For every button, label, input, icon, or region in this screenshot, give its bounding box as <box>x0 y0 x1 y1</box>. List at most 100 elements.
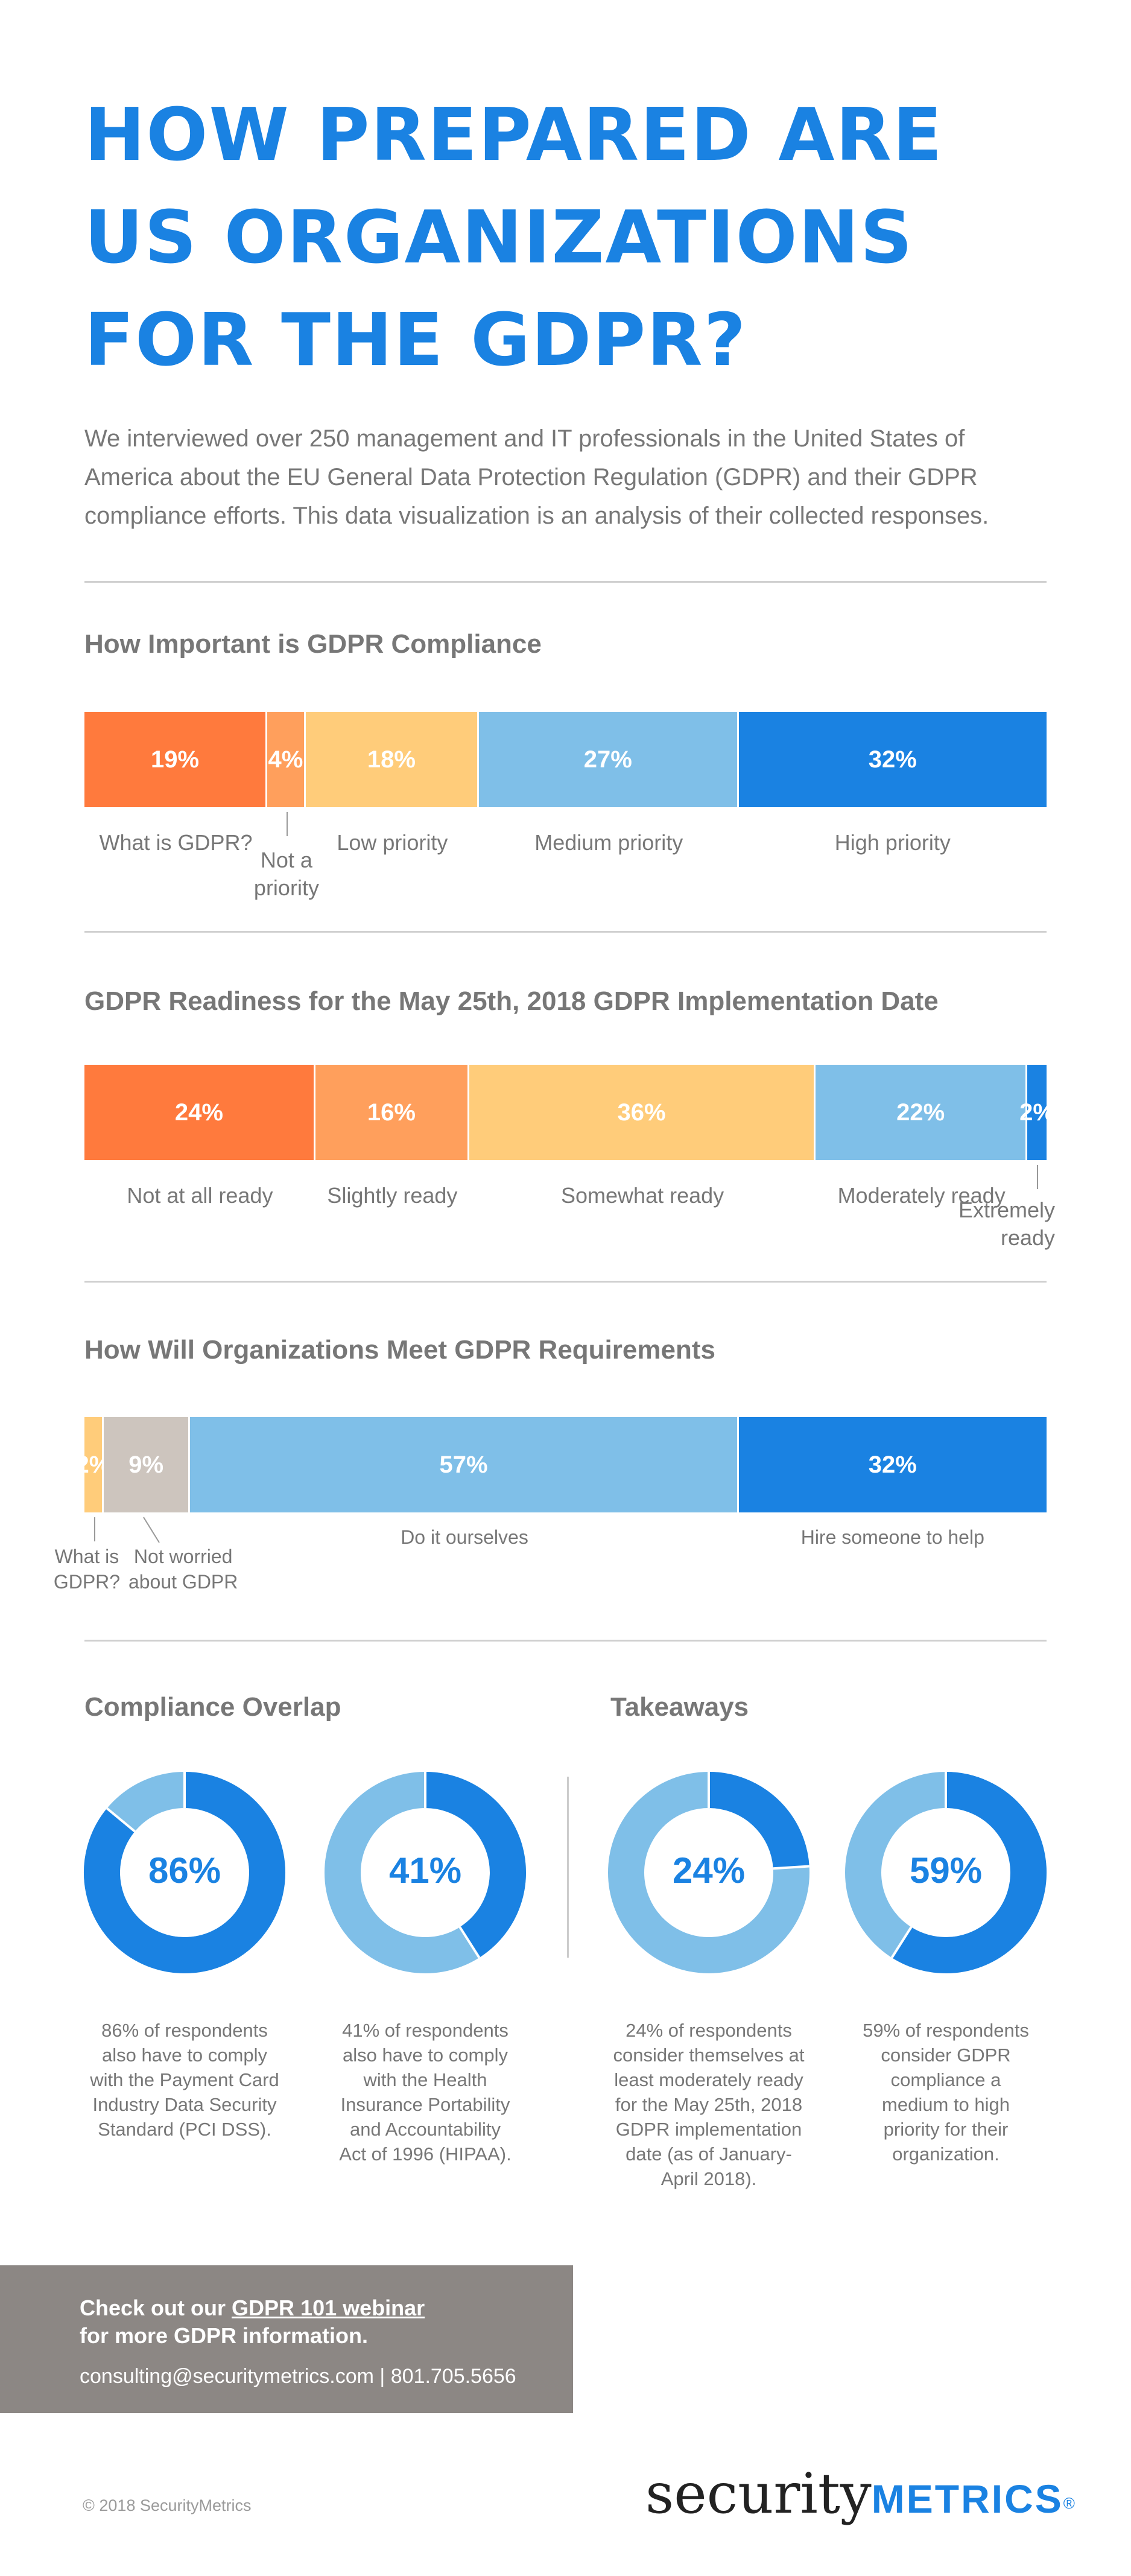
donut-chart <box>845 1772 1047 1973</box>
donut-caption-line: Industry Data Security <box>92 2094 277 2115</box>
category-label-line: What is <box>54 1546 119 1567</box>
importance-stacked-bar: 19% 4% 18% 27% 32% <box>84 712 1047 807</box>
segment-value-label: 24% <box>174 1099 223 1126</box>
cta-line-1: Check out our GDPR 101 webinar <box>80 2295 425 2321</box>
bar-segment: 24% <box>84 1065 315 1160</box>
readiness-stacked-bar: 24% 16% 36% 22% 2% <box>84 1065 1054 1160</box>
segment-value-label: 32% <box>868 746 917 773</box>
donut-caption-line: 59% of respondents <box>863 2020 1029 2041</box>
donut-caption-line: Standard (PCI DSS). <box>98 2119 271 2140</box>
donut-caption-line: 24% of respondents <box>626 2020 792 2041</box>
page-title: HOW PREPARED ARE US ORGANIZATIONS FOR TH… <box>84 84 1050 392</box>
intro-line: We interviewed over 250 management and I… <box>84 425 965 452</box>
segment-value-label: 16% <box>367 1099 416 1126</box>
leader-line <box>286 812 288 836</box>
requirements-stacked-bar: 2% 9% 57% 32% <box>76 1417 1047 1512</box>
donut-caption-line: with the Payment Card <box>90 2069 279 2090</box>
segment-value-label: 57% <box>439 1451 488 1478</box>
logo-metrics: METRICS <box>871 2476 1063 2521</box>
category-label-line: priority <box>253 875 319 900</box>
category-label-line: Extremely <box>958 1198 1056 1222</box>
contact-info: consulting@securitymetrics.com | 801.705… <box>80 2365 516 2388</box>
intro-line: compliance efforts. This data visualizat… <box>84 503 989 529</box>
divider <box>84 581 1047 583</box>
category-label: Slightly ready <box>265 1182 519 1210</box>
donut-caption-line: compliance a <box>890 2069 1001 2090</box>
donut-value-slice <box>425 1772 526 1958</box>
bar-segment: 2% <box>76 1417 110 1512</box>
donut-caption-line: consider GDPR <box>881 2045 1011 2066</box>
category-label-line: Low priority <box>337 830 448 855</box>
takeaways-title: Takeaways <box>610 1692 749 1722</box>
leader-line <box>1037 1165 1039 1189</box>
category-label: High priority <box>766 829 1019 857</box>
donut-caption-line: 41% of respondents <box>342 2020 508 2041</box>
webinar-link[interactable]: GDPR 101 webinar <box>232 2295 425 2320</box>
overlap-title: Compliance Overlap <box>84 1692 341 1722</box>
category-label: Not worried about GDPR <box>117 1544 250 1594</box>
donut-caption-line: with the Health <box>363 2069 487 2090</box>
cta-line-2: for more GDPR information. <box>80 2323 369 2348</box>
category-label-line: Not at all ready <box>127 1183 273 1208</box>
category-label: Not a priority <box>226 846 347 902</box>
category-label-line: Medium priority <box>534 830 683 855</box>
donut-caption-line: consider themselves at <box>613 2045 805 2066</box>
category-label: Somewhat ready <box>516 1182 769 1210</box>
donut-caption-line: April 2018). <box>661 2168 757 2189</box>
leader-line <box>93 1517 95 1541</box>
donut-caption-line: and Accountability <box>350 2119 501 2140</box>
category-label: Low priority <box>265 829 519 857</box>
segment-value-label: 4% <box>268 746 303 773</box>
donut-caption-line: 86% of respondents <box>101 2020 268 2041</box>
donut-caption: 24% of respondents consider themselves at… <box>600 2018 817 2191</box>
donut-slice-separator <box>458 1926 481 1959</box>
logo-security: security <box>645 2461 872 2526</box>
segment-value-label: 19% <box>150 746 200 773</box>
segment-value-label: 27% <box>583 746 632 773</box>
bar-segment: 18% <box>305 712 479 807</box>
category-label-line: Slightly ready <box>327 1183 458 1208</box>
bar-segment: 9% <box>103 1417 191 1512</box>
category-label-line: What is GDPR? <box>99 830 253 855</box>
bar-segment: 57% <box>190 1417 739 1512</box>
title-line: US ORGANIZATIONS <box>84 196 914 280</box>
donut-caption: 59% of respondents consider GDPR complianc… <box>837 2018 1054 2166</box>
category-label-line: Do it ourselves <box>401 1526 528 1548</box>
category-label: Medium priority <box>482 829 735 857</box>
donut-caption-line: Act of 1996 (HIPAA). <box>339 2143 512 2165</box>
category-label-line: ready <box>1000 1225 1056 1250</box>
title-line: FOR THE GDPR? <box>84 299 747 382</box>
title-line: HOW PREPARED ARE <box>84 94 943 177</box>
readiness-chart-title: GDPR Readiness for the May 25th, 2018 GD… <box>84 986 939 1016</box>
donut-caption: 41% of respondents also have to comply wit… <box>317 2018 534 2166</box>
donut-slice-separator <box>890 1926 913 1959</box>
securitymetrics-logo: securityMETRICS® <box>645 2461 1075 2526</box>
segment-value-label: 2% <box>1019 1099 1054 1126</box>
donut-value-slice <box>84 1772 285 1973</box>
donut-center-label: 41% <box>388 1850 462 1891</box>
donut-caption: 86% of respondents also have to comply wit… <box>76 2018 293 2142</box>
divider <box>84 1640 1047 1642</box>
requirements-chart-title: How Will Organizations Meet GDPR Require… <box>84 1335 715 1365</box>
importance-chart-title: How Important is GDPR Compliance <box>84 629 542 659</box>
donut-slice-separator <box>773 1865 809 1870</box>
category-label-line: Hire someone to help <box>800 1526 984 1548</box>
category-label-line: Not worried <box>133 1546 233 1567</box>
vertical-divider <box>567 1777 569 1958</box>
category-label: Not at all ready <box>73 1182 326 1210</box>
donut-chart <box>325 1772 526 1973</box>
category-label-line: Somewhat ready <box>561 1183 724 1208</box>
donut-caption-line: also have to comply <box>102 2045 267 2066</box>
intro-line: America about the EU General Data Protec… <box>84 464 978 490</box>
category-label-line: Moderately ready <box>837 1183 1006 1208</box>
donut-caption-line: also have to comply <box>343 2045 508 2066</box>
divider <box>84 931 1047 933</box>
donut-slice-separator <box>106 1807 136 1833</box>
donut-chart <box>84 1772 285 1973</box>
donut-center-label: 86% <box>148 1850 221 1891</box>
donut-caption-line: least moderately ready <box>614 2069 803 2090</box>
category-label-line: about GDPR <box>128 1571 238 1593</box>
donut-caption-line: GDPR implementation <box>615 2119 802 2140</box>
segment-value-label: 32% <box>868 1451 917 1478</box>
donut-caption-line: for the May 25th, 2018 <box>615 2094 803 2115</box>
